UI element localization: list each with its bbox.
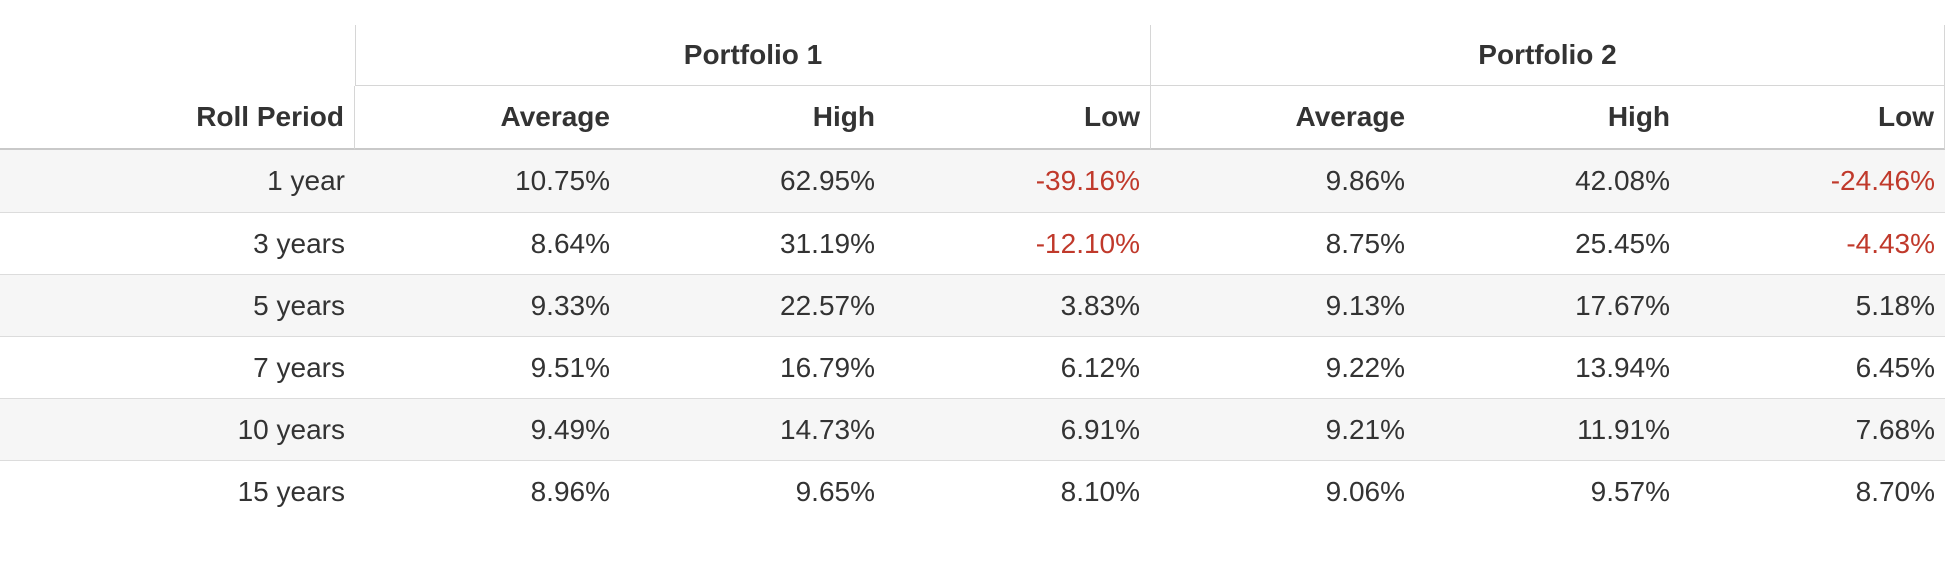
value-cell: 16.79% [620,336,885,398]
value-cell: 9.51% [355,336,620,398]
group-header-row: Portfolio 1 Portfolio 2 [0,25,1946,86]
period-cell: 3 years [0,212,355,274]
value-cell: 8.75% [1150,212,1416,274]
value-cell: 9.22% [1150,336,1416,398]
value-cell: 42.08% [1415,150,1681,212]
table-row: 5 years 9.33% 22.57% 3.83% 9.13% 17.67% … [0,274,1946,336]
value-cell: 13.94% [1415,336,1681,398]
value-cell: 62.95% [620,150,885,212]
value-cell: 31.19% [620,212,885,274]
value-cell: -24.46% [1680,150,1946,212]
period-cell: 7 years [0,336,355,398]
value-cell: 25.45% [1415,212,1681,274]
value-cell: 6.45% [1680,336,1946,398]
value-cell: -12.10% [885,212,1151,274]
p1-high-column-header: High [620,86,885,150]
value-cell: 9.06% [1150,460,1416,522]
value-cell: 8.70% [1680,460,1946,522]
table-row: 3 years 8.64% 31.19% -12.10% 8.75% 25.45… [0,212,1946,274]
table-row: 7 years 9.51% 16.79% 6.12% 9.22% 13.94% … [0,336,1946,398]
corner-spacer [0,25,355,86]
value-cell: 8.96% [355,460,620,522]
value-cell: 8.64% [355,212,620,274]
portfolio-2-group-header: Portfolio 2 [1150,25,1946,86]
roll-period-column-header: Roll Period [0,86,355,150]
value-cell: 3.83% [885,274,1151,336]
table-header: Portfolio 1 Portfolio 2 Roll Period Aver… [0,25,1946,150]
p1-low-column-header: Low [885,86,1151,150]
value-cell: 6.12% [885,336,1151,398]
roll-period-returns-table: Portfolio 1 Portfolio 2 Roll Period Aver… [0,25,1946,522]
value-cell: 9.33% [355,274,620,336]
p1-average-column-header: Average [355,86,620,150]
value-cell: 9.65% [620,460,885,522]
value-cell: 8.10% [885,460,1151,522]
table-row: 15 years 8.96% 9.65% 8.10% 9.06% 9.57% 8… [0,460,1946,522]
value-cell: 17.67% [1415,274,1681,336]
value-cell: 9.57% [1415,460,1681,522]
column-header-row: Roll Period Average High Low Average Hig… [0,86,1946,150]
value-cell: 14.73% [620,398,885,460]
portfolio-1-group-header: Portfolio 1 [355,25,1151,86]
value-cell: -4.43% [1680,212,1946,274]
value-cell: 9.49% [355,398,620,460]
value-cell: -39.16% [885,150,1151,212]
table-body: 1 year 10.75% 62.95% -39.16% 9.86% 42.08… [0,150,1946,522]
table-row: 10 years 9.49% 14.73% 6.91% 9.21% 11.91%… [0,398,1946,460]
period-cell: 15 years [0,460,355,522]
value-cell: 22.57% [620,274,885,336]
value-cell: 11.91% [1415,398,1681,460]
value-cell: 9.13% [1150,274,1416,336]
period-cell: 10 years [0,398,355,460]
p2-average-column-header: Average [1150,86,1416,150]
value-cell: 10.75% [355,150,620,212]
table-row: 1 year 10.75% 62.95% -39.16% 9.86% 42.08… [0,150,1946,212]
value-cell: 6.91% [885,398,1151,460]
period-cell: 5 years [0,274,355,336]
value-cell: 7.68% [1680,398,1946,460]
period-cell: 1 year [0,150,355,212]
value-cell: 9.21% [1150,398,1416,460]
p2-low-column-header: Low [1680,86,1946,150]
p2-high-column-header: High [1415,86,1681,150]
value-cell: 9.86% [1150,150,1416,212]
value-cell: 5.18% [1680,274,1946,336]
